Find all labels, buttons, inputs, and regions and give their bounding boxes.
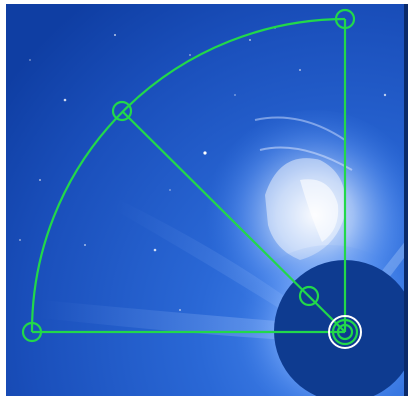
angle-arm[interactable]: [121, 110, 346, 333]
angle-inner-handle[interactable]: [298, 285, 320, 307]
star-field: [19, 27, 387, 311]
sun-center-handle[interactable]: [328, 315, 362, 349]
angle-outer-handle[interactable]: [111, 100, 133, 122]
top-handle[interactable]: [334, 8, 356, 30]
quadrant-angle-tool[interactable]: [21, 8, 356, 343]
image-background: [6, 4, 408, 396]
left-handle[interactable]: [21, 321, 43, 343]
